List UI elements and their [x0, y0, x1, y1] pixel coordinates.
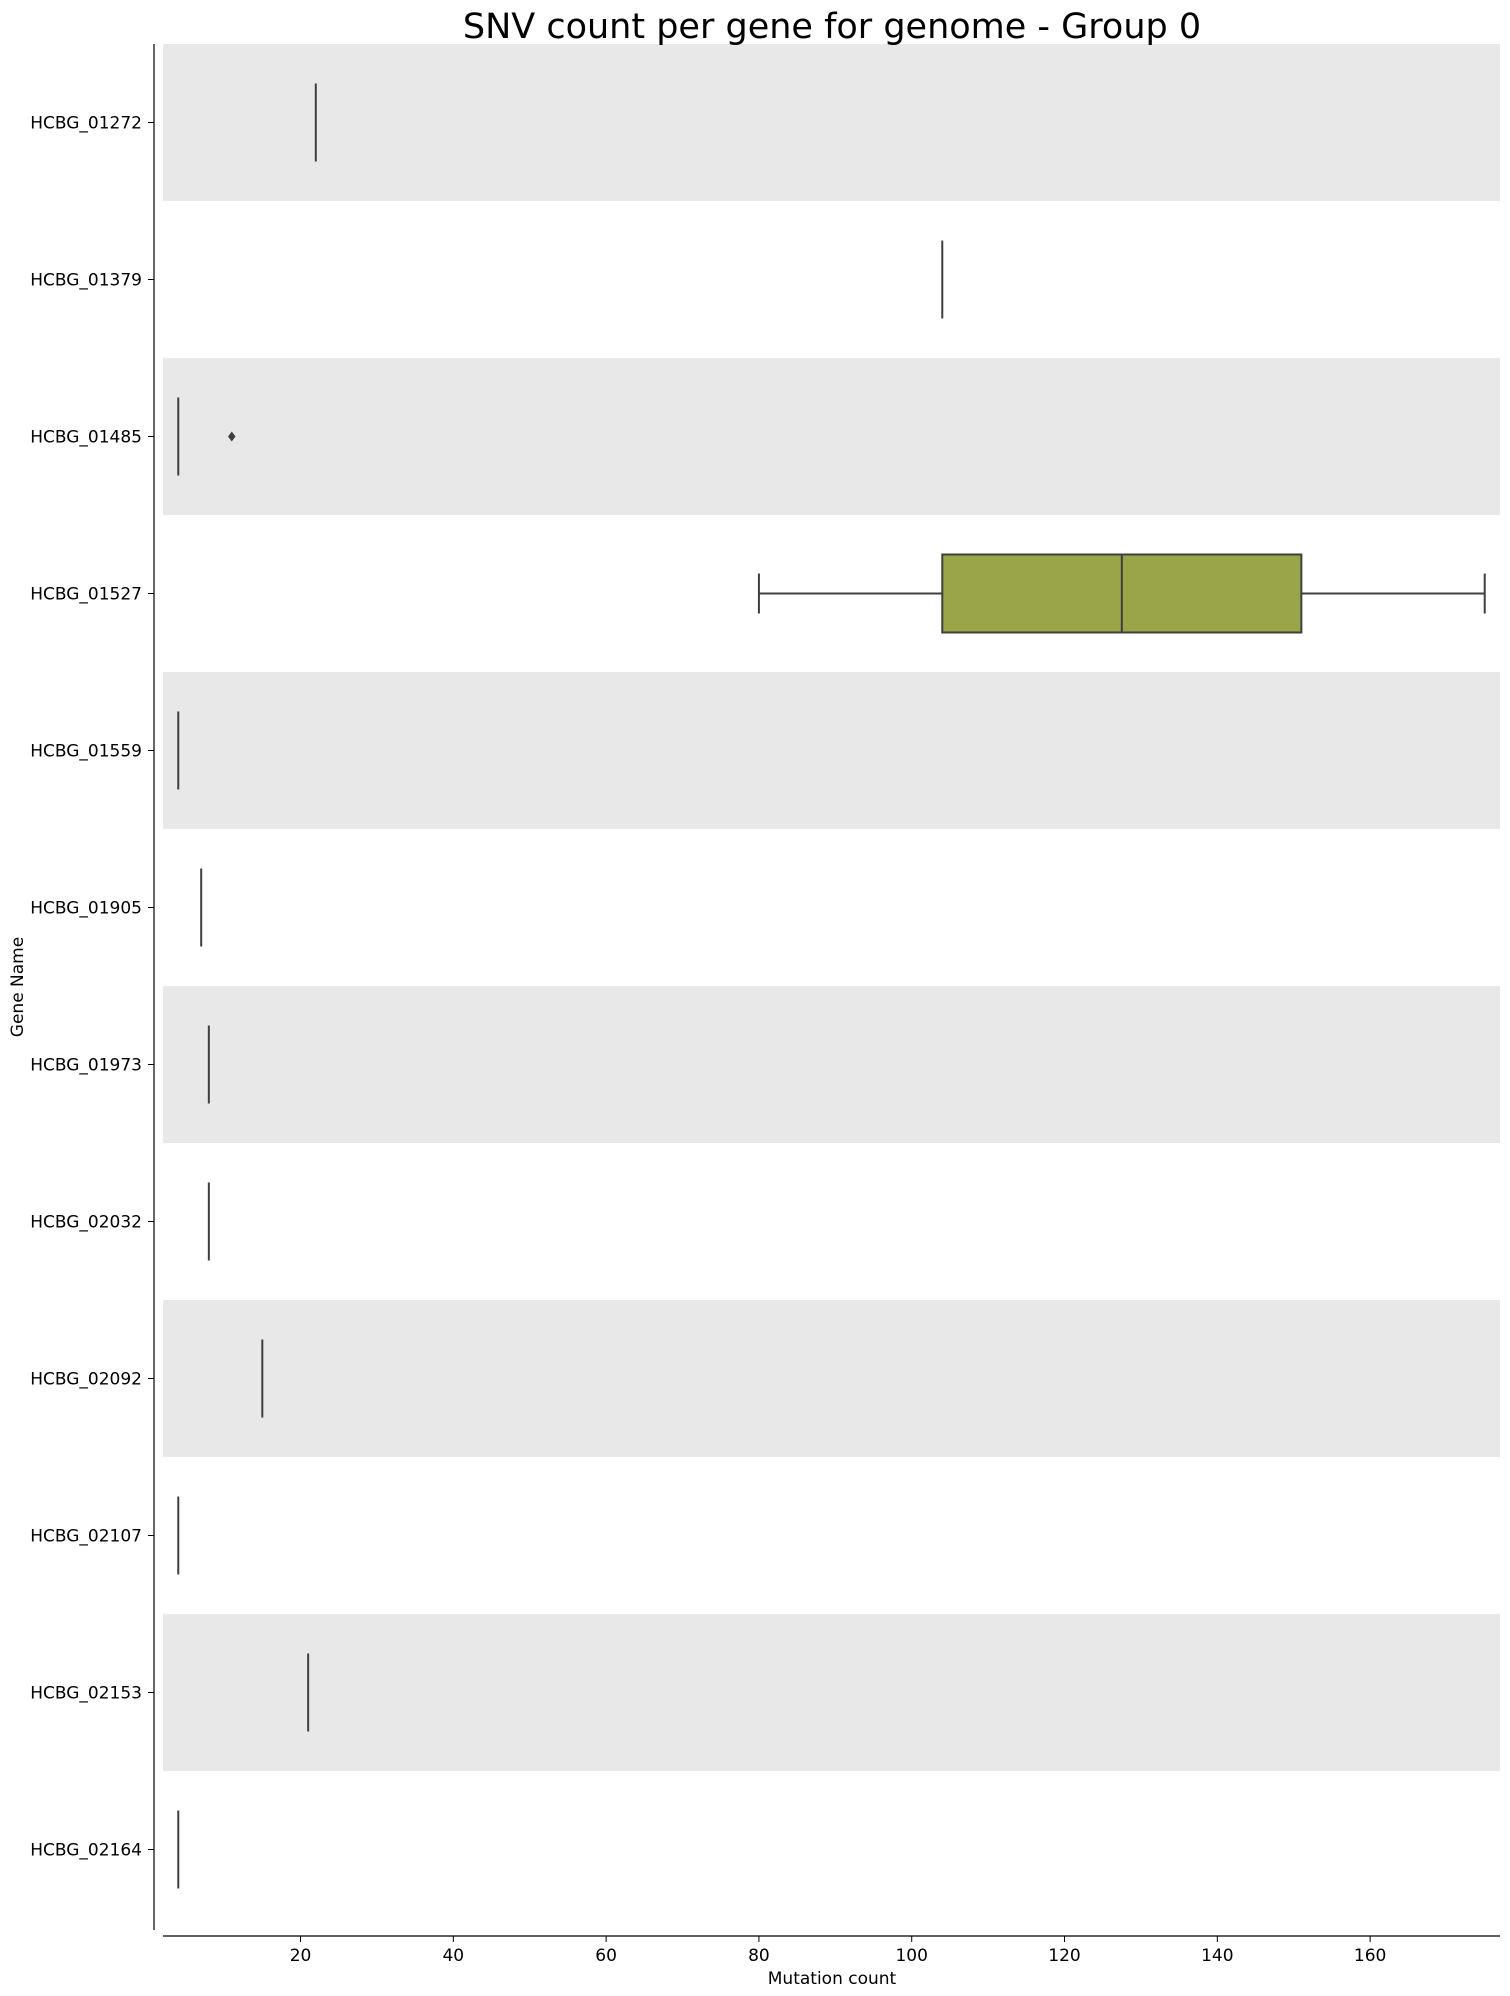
y-tick-label: HCBG_02032 — [30, 1213, 142, 1233]
y-tick-label: HCBG_02153 — [30, 1684, 142, 1704]
row-band — [163, 201, 1500, 358]
axes — [153, 44, 1500, 1937]
y-tick-label: HCBG_01559 — [30, 742, 142, 762]
x-tick-label: 120 — [1048, 1946, 1080, 1966]
y-tick-label: HCBG_01485 — [30, 428, 142, 448]
row-band — [163, 1300, 1500, 1457]
row-band — [163, 358, 1500, 515]
x-tick-label: 60 — [595, 1946, 617, 1966]
row-band — [163, 44, 1500, 201]
x-tick-label: 160 — [1354, 1946, 1386, 1966]
y-tick-label: HCBG_01905 — [30, 899, 142, 919]
y-tick-label: HCBG_02164 — [30, 1841, 142, 1861]
x-tick-label: 80 — [748, 1946, 770, 1966]
row-band — [163, 672, 1500, 829]
row-band — [163, 1143, 1500, 1300]
y-axis-label: Gene Name — [8, 937, 28, 1037]
row-band — [163, 1771, 1500, 1928]
box-plot-series — [177, 83, 1486, 1889]
x-tick-label: 40 — [442, 1946, 464, 1966]
row-band — [163, 986, 1500, 1143]
row-band — [163, 1614, 1500, 1771]
x-tick-label: 20 — [290, 1946, 312, 1966]
y-tick-label: HCBG_02092 — [30, 1370, 142, 1390]
outlier-point — [228, 431, 236, 442]
y-tick-label: HCBG_01379 — [30, 271, 142, 291]
chart-title: SNV count per gene for genome - Group 0 — [463, 7, 1201, 47]
x-axis-ticks: 20 40 60 80 100 120 140 160 — [290, 1936, 1386, 1966]
y-tick-label: HCBG_01973 — [30, 1056, 142, 1076]
row-bands — [163, 44, 1500, 1928]
y-tick-label: HCBG_01272 — [30, 114, 142, 134]
y-tick-label: HCBG_02107 — [30, 1527, 142, 1547]
x-tick-label: 140 — [1201, 1946, 1233, 1966]
row-band — [163, 829, 1500, 986]
x-tick-label: 100 — [895, 1946, 927, 1966]
row-band — [163, 1457, 1500, 1614]
y-axis-ticks: HCBG_01272 HCBG_01379 HCBG_01485 HCBG_01527… — [30, 114, 154, 1861]
x-axis-label: Mutation count — [768, 1969, 897, 1989]
y-tick-label: HCBG_01527 — [30, 585, 142, 605]
